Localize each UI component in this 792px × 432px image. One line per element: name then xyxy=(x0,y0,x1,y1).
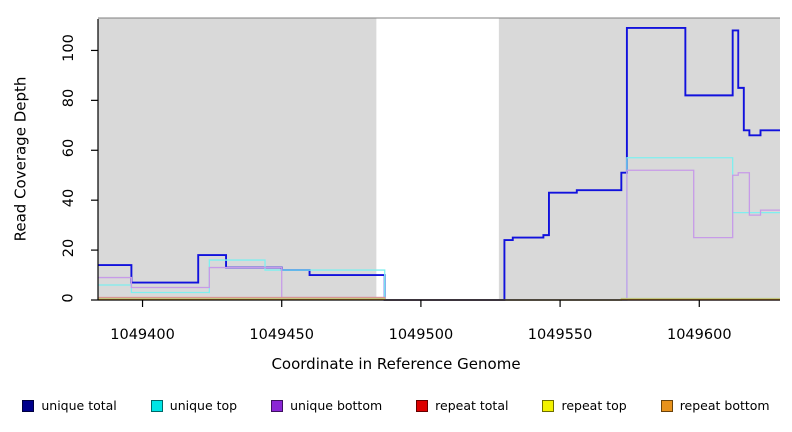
series-line-unique-top xyxy=(98,157,780,301)
y-tick-label: 80 xyxy=(60,89,77,108)
x-axis-title: Coordinate in Reference Genome xyxy=(271,355,521,373)
legend-swatch-icon xyxy=(542,399,555,412)
legend-label: repeat top xyxy=(561,398,627,413)
y-tick-label: 40 xyxy=(60,188,77,208)
legend-swatch-icon xyxy=(150,399,163,412)
x-tick-label: 1049450 xyxy=(249,327,315,343)
y-tick-label: 20 xyxy=(60,238,77,258)
legend-label: unique top xyxy=(169,398,238,413)
legend-swatch-icon xyxy=(416,399,429,412)
legend-swatch-icon xyxy=(22,399,35,412)
legend-swatch-icon xyxy=(660,399,673,412)
x-tick-label: 1049600 xyxy=(666,327,732,343)
legend-item-repeat-top: repeat top xyxy=(542,398,627,413)
legend-label: unique bottom xyxy=(290,398,383,413)
series-line-unique-total xyxy=(98,27,780,301)
y-tick-label: 60 xyxy=(60,139,77,158)
y-tick-label: 100 xyxy=(61,34,77,63)
x-tick-label: 1049550 xyxy=(527,327,593,343)
legend: unique total unique top unique bottom repea… xyxy=(0,398,792,413)
x-tick-label: 1049500 xyxy=(388,327,454,343)
x-tick-label: 1049400 xyxy=(110,327,175,343)
legend-swatch-icon xyxy=(271,399,284,412)
legend-item-repeat-bottom: repeat bottom xyxy=(660,398,770,413)
legend-item-unique-top: unique top xyxy=(150,398,238,413)
legend-item-unique-total: unique total xyxy=(22,398,117,413)
legend-item-unique-bottom: unique bottom xyxy=(271,398,382,413)
y-tick-label: 0 xyxy=(60,293,77,303)
legend-label: repeat total xyxy=(435,398,509,413)
legend-label: unique total xyxy=(41,398,117,413)
legend-item-repeat-total: repeat total xyxy=(416,398,508,413)
shaded-region-0 xyxy=(98,18,377,300)
legend-label: repeat bottom xyxy=(679,398,770,413)
